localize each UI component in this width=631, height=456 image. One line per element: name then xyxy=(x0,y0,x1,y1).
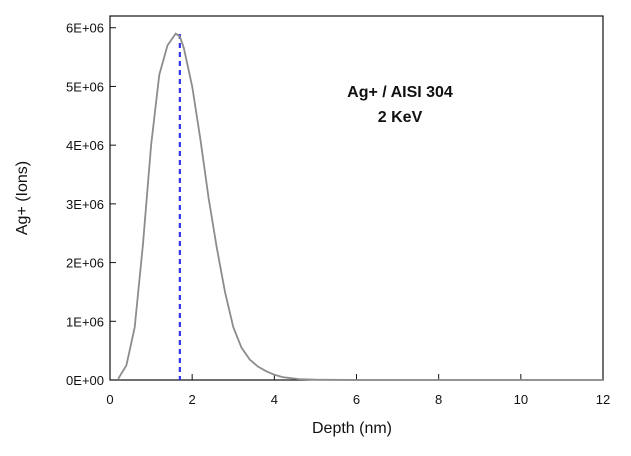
plot-frame xyxy=(109,15,604,381)
x-tick-label: 4 xyxy=(271,392,278,407)
series-line xyxy=(117,32,603,381)
x-tick-label: 2 xyxy=(189,392,196,407)
y-axis-label: Ag+ (Ions) xyxy=(14,161,31,235)
y-tick-label: 4E+06 xyxy=(66,138,104,153)
x-tick-label: 12 xyxy=(596,392,610,407)
x-axis-ticks: 0 2 4 6 8 10 12 xyxy=(106,374,610,407)
y-axis-ticks: 0E+00 1E+06 2E+06 3E+06 4E+06 5E+06 6E+06 xyxy=(66,21,116,388)
y-tick-label: 0E+00 xyxy=(66,373,104,388)
x-tick-label: 10 xyxy=(514,392,528,407)
x-tick-label: 6 xyxy=(353,392,360,407)
annotation-line-2: 2 KeV xyxy=(378,109,423,126)
x-axis-label: Depth (nm) xyxy=(312,420,392,437)
annotation-line-1: Ag+ / AISI 304 xyxy=(347,84,453,101)
y-tick-label: 2E+06 xyxy=(66,256,104,271)
x-tick-label: 0 xyxy=(106,392,113,407)
x-tick-label: 8 xyxy=(435,392,442,407)
y-tick-label: 5E+06 xyxy=(66,79,104,94)
y-tick-label: 6E+06 xyxy=(66,21,104,36)
y-tick-label: 1E+06 xyxy=(66,314,104,329)
y-tick-label: 3E+06 xyxy=(66,197,104,212)
